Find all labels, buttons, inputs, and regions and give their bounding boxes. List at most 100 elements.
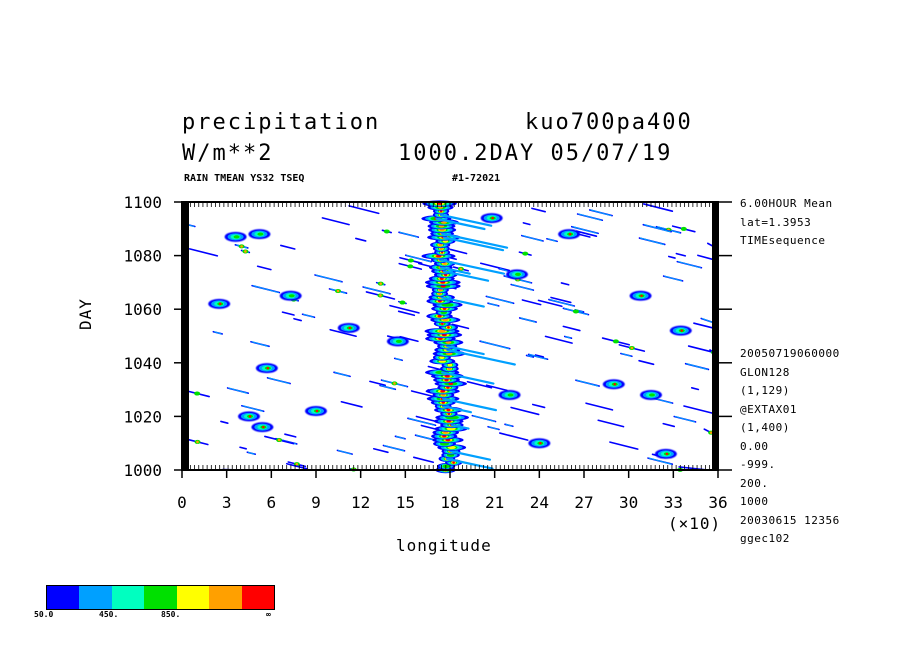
band-core bbox=[447, 326, 450, 329]
run-name: kuo700pa400 bbox=[525, 110, 693, 135]
rain-core bbox=[196, 440, 199, 444]
colorbar-label: 50.0 bbox=[34, 610, 54, 619]
rain-streak bbox=[643, 224, 671, 233]
side-info-line: -999. bbox=[740, 458, 776, 471]
rain-streak bbox=[256, 265, 272, 271]
period-label: 1000.2DAY 05/07/19 bbox=[398, 141, 673, 166]
minor-ticks bbox=[181, 202, 719, 470]
rain-streak bbox=[550, 296, 572, 304]
right-edge-bar bbox=[712, 202, 718, 470]
rain-cluster-core bbox=[266, 366, 270, 370]
rain-streak bbox=[499, 268, 508, 272]
variable-label: RAIN TMEAN YS32 TSEQ bbox=[184, 173, 305, 184]
band-branch bbox=[445, 457, 494, 470]
y-tick-label: 1060 bbox=[123, 300, 162, 319]
rain-streak bbox=[674, 415, 696, 423]
rain-cell bbox=[407, 258, 414, 263]
rain-streak bbox=[677, 261, 702, 269]
rain-cluster bbox=[649, 393, 655, 397]
rain-streak bbox=[531, 207, 546, 213]
rain-streak bbox=[293, 317, 302, 322]
y-tick-label: 1020 bbox=[123, 407, 162, 426]
colorbar-swatch bbox=[111, 586, 145, 609]
rain-cluster bbox=[233, 235, 240, 239]
rain-cell bbox=[680, 226, 687, 231]
rain-streak bbox=[511, 283, 533, 291]
x-tick-label: 27 bbox=[574, 493, 593, 512]
side-info-line: 200. bbox=[740, 476, 769, 490]
x-tick-label: 33 bbox=[664, 493, 683, 512]
rain-streak bbox=[251, 341, 269, 347]
rain-cell bbox=[522, 251, 529, 256]
rain-streak bbox=[662, 422, 676, 428]
rain-cluster-core bbox=[665, 452, 669, 456]
rain-streak bbox=[576, 379, 599, 387]
rain-core bbox=[709, 431, 713, 434]
colorbar-label: 450. bbox=[99, 610, 119, 619]
rain-streak bbox=[383, 444, 405, 452]
rain-streak bbox=[505, 423, 513, 427]
rain-cluster-core bbox=[248, 415, 252, 418]
rain-cluster bbox=[515, 272, 521, 276]
rain-cluster-core bbox=[315, 409, 319, 413]
rain-streak bbox=[228, 387, 248, 394]
rain-cell bbox=[399, 300, 406, 305]
band-branch bbox=[442, 405, 473, 414]
rain-cluster-core bbox=[613, 383, 616, 386]
rain-cluster-core bbox=[568, 232, 572, 236]
rain-streak bbox=[252, 285, 279, 294]
rain-streak bbox=[690, 387, 700, 391]
rain-cluster bbox=[288, 294, 295, 298]
rain-streaks bbox=[181, 202, 719, 472]
rain-streak bbox=[531, 403, 546, 409]
rain-streak bbox=[280, 244, 296, 250]
rain-cluster bbox=[395, 339, 402, 343]
y-tick-label: 1100 bbox=[123, 193, 162, 212]
left-edge-bar bbox=[182, 202, 189, 470]
rain-cell bbox=[194, 391, 201, 396]
rain-core bbox=[336, 289, 340, 293]
rain-streak bbox=[648, 457, 672, 465]
rain-streak bbox=[395, 435, 405, 440]
rain-streak bbox=[281, 311, 295, 316]
x-tick-label: 36 bbox=[708, 493, 727, 512]
x-axis-label: longitude bbox=[396, 536, 492, 555]
rain-streak bbox=[675, 252, 687, 257]
band-branch bbox=[440, 232, 509, 249]
rain-streak bbox=[188, 248, 219, 257]
rain-streak bbox=[488, 426, 499, 431]
rain-streak bbox=[693, 322, 715, 330]
rain-streak bbox=[664, 275, 683, 282]
side-info-line: TIMEsequence bbox=[740, 234, 826, 247]
rain-streak bbox=[355, 237, 367, 242]
x-tick-label: 18 bbox=[440, 493, 459, 512]
side-info-line: (1,129) bbox=[740, 384, 790, 397]
colorbar bbox=[46, 585, 275, 610]
colorbar-label: 850. bbox=[161, 610, 181, 619]
x-tick-label: 9 bbox=[311, 493, 321, 512]
rain-streak bbox=[562, 325, 581, 332]
rain-streak bbox=[534, 354, 545, 358]
x-tick-label: 21 bbox=[485, 493, 504, 512]
rain-streak bbox=[565, 335, 572, 339]
rain-streak bbox=[572, 226, 598, 234]
rain-streak bbox=[451, 323, 470, 330]
rain-cluster-core bbox=[262, 425, 265, 429]
axes: 0 3 6 9 12 15 18 21 24 27 30 33 36100010201040106010… bbox=[123, 193, 732, 512]
side-info-line: GLON128 bbox=[740, 365, 790, 379]
rain-streak bbox=[399, 231, 418, 238]
x-tick-label: 30 bbox=[619, 493, 638, 512]
rain-cluster-core bbox=[491, 216, 494, 220]
rain-streak bbox=[315, 274, 342, 283]
rain-streak bbox=[337, 449, 352, 455]
rain-cluster-core bbox=[680, 329, 683, 332]
band-core bbox=[439, 277, 444, 280]
y-tick-label: 1080 bbox=[123, 247, 162, 266]
rain-streak bbox=[408, 417, 436, 426]
colorbar-label: ∞ bbox=[266, 610, 271, 619]
rain-streak bbox=[547, 238, 557, 242]
rain-streak bbox=[372, 447, 389, 454]
side-info-line: 20030615 12356 bbox=[740, 513, 840, 527]
band-branch bbox=[446, 348, 516, 366]
